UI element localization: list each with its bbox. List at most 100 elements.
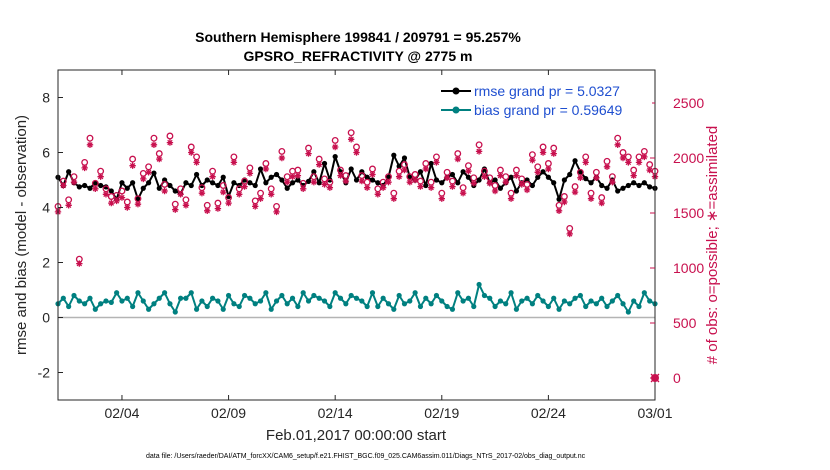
rmse-point (220, 174, 226, 180)
legend-label-rmse: rmse grand pr = 5.0327 (474, 83, 620, 99)
y-left-tick-label: -2 (38, 365, 51, 381)
obs-assimilated-marker (518, 181, 525, 188)
rmse-point (135, 196, 141, 202)
bias-point (647, 298, 653, 304)
bias-point (401, 301, 408, 307)
rmse-point (551, 180, 557, 186)
x-tick-label: 02/19 (424, 405, 459, 421)
obs-assimilated-marker (374, 191, 382, 198)
bias-point (343, 301, 349, 307)
legend-box (438, 80, 652, 122)
bias-point (535, 292, 541, 299)
bias-point (337, 295, 344, 301)
rmse-point (385, 174, 392, 180)
chart-title: Southern Hemisphere 199841 / 209791 = 95… (195, 29, 521, 45)
bias-point (279, 292, 285, 299)
bias-point (273, 298, 280, 304)
bias-point (593, 301, 599, 307)
bias-point (305, 298, 312, 304)
rmse-point (279, 177, 285, 183)
bias-point (583, 303, 589, 310)
obs-assimilated-marker (539, 149, 547, 156)
y-left-tick-label: 0 (42, 310, 50, 326)
bias-point (359, 298, 365, 304)
bias-point (636, 303, 642, 310)
bias-point (209, 295, 216, 301)
obs-possible-marker (331, 136, 339, 144)
obs-possible-marker (614, 134, 622, 142)
plot-frame (57, 69, 656, 401)
obs-assimilated-marker (625, 159, 632, 166)
legend-marker-bias (452, 106, 460, 114)
obs-assimilated-marker (385, 179, 392, 186)
obs-assimilated-marker (225, 199, 232, 207)
obs-assimilated-marker (86, 141, 94, 148)
obs-assimilated-marker (241, 183, 248, 190)
y-left-tick-label: 6 (42, 145, 50, 161)
bias-point (615, 292, 621, 299)
obs-assimilated-marker (177, 191, 184, 198)
bias-point (130, 303, 136, 310)
y-axis-left-label: rmse and bias (model - observation) (13, 115, 30, 355)
bias-point (577, 292, 583, 299)
rmse-point (311, 169, 317, 175)
bias-point (620, 301, 626, 307)
obs-assimilated-marker (513, 172, 520, 179)
obs-assimilated-marker (204, 207, 211, 214)
obs-assimilated-marker (278, 154, 286, 162)
bias-point (540, 298, 546, 304)
bias-point (460, 298, 466, 304)
bias-point (140, 298, 146, 304)
obs-assimilated-marker (571, 188, 579, 196)
bias-point (631, 298, 637, 304)
rmse-point (66, 169, 72, 175)
obs-assimilated-marker (342, 177, 350, 185)
legend-label-bias: bias grand pr = 0.59649 (474, 102, 622, 118)
bias-point (220, 306, 226, 312)
obs-assimilated-marker (449, 183, 456, 190)
bias-point (481, 292, 488, 299)
obs-assimilated-marker (161, 187, 168, 195)
bias-point (295, 303, 301, 310)
obs-assimilated-marker (145, 169, 152, 176)
bias-point (193, 306, 200, 312)
obs-assimilated-marker (289, 173, 296, 180)
obs-assimilated-marker (284, 179, 291, 186)
obs-assimilated-marker (118, 194, 126, 201)
rmse-point (641, 180, 647, 186)
obs-assimilated-marker (198, 190, 206, 197)
obs-assimilated-marker (236, 191, 243, 198)
bias-point (167, 301, 173, 307)
bias-point (252, 301, 258, 307)
obs-assimilated-marker (609, 179, 616, 186)
obs-assimilated-marker (193, 159, 200, 166)
x-axis: 02/04 02/09 02/14 02/19 02/24 03/01 (104, 70, 673, 421)
obs-assimilated-marker (97, 173, 104, 180)
bias-point (82, 301, 88, 307)
obs-assimilated-marker (81, 164, 88, 172)
bias-point (177, 295, 184, 301)
rmse-point (140, 185, 146, 191)
rmse-point (439, 180, 445, 186)
rmse-point (529, 182, 536, 189)
bias-point (284, 301, 290, 307)
obs-assimilated-marker (454, 155, 461, 163)
rmse-point (316, 180, 322, 186)
obs-assimilated-marker (353, 149, 360, 156)
obs-assimilated-marker (209, 173, 216, 180)
bias-point (385, 301, 392, 307)
obs-assimilated-marker (523, 186, 531, 194)
obs-assimilated-marker (369, 171, 376, 178)
bias-point (625, 309, 631, 315)
bias-point (215, 298, 221, 304)
bias-point (449, 306, 456, 312)
chart-subtitle: GPSRO_REFRACTIVITY @ 2775 m (244, 48, 473, 64)
obs-assimilated-marker (156, 155, 163, 163)
obs-assimilated-marker (102, 191, 110, 198)
bias-point (311, 292, 317, 299)
obs-assimilated-marker (470, 180, 477, 187)
bias-point (417, 303, 424, 310)
rmse-point (92, 180, 98, 186)
bias-point (146, 306, 152, 312)
bias-point (124, 295, 130, 301)
